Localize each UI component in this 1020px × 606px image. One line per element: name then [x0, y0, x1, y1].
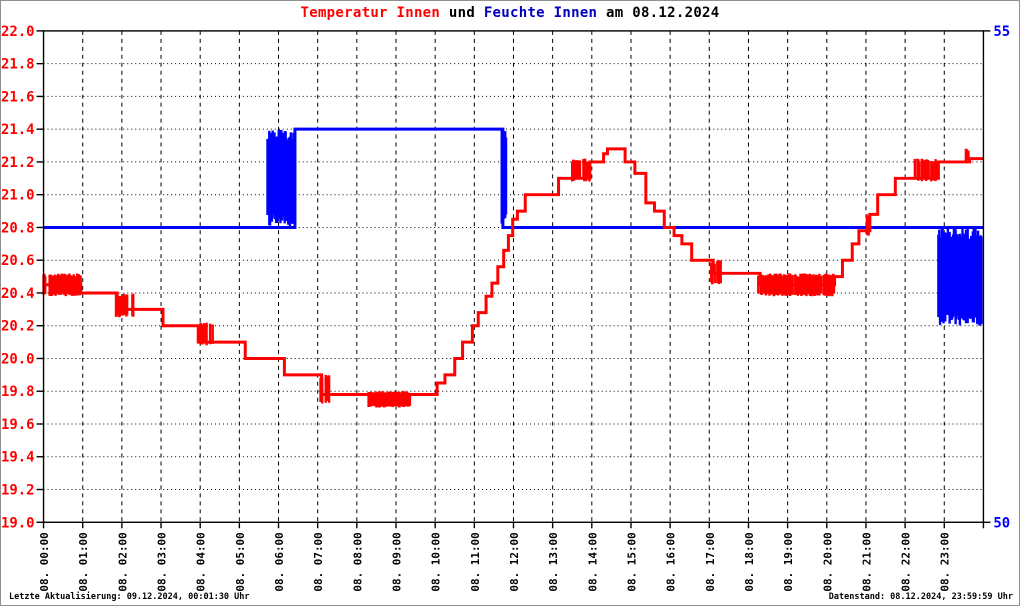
temperature-oscillation-band	[199, 322, 214, 346]
x-tick-label: 08. 11:00	[469, 532, 482, 591]
x-tick-label: 08. 09:00	[390, 532, 403, 591]
title-humidity-label: Feuchte Innen	[483, 5, 598, 21]
y-left-tick-label: 19.0	[1, 515, 35, 531]
title-date-label: am 08.12.2024	[597, 5, 720, 21]
y-left-tick-label: 21.4	[1, 122, 35, 138]
x-tick-label: 08. 06:00	[273, 532, 286, 591]
x-tick-label: 08. 16:00	[665, 532, 678, 591]
temperature-oscillation-band	[964, 148, 970, 162]
x-tick-label: 08. 02:00	[116, 532, 129, 591]
humidity-oscillation-band	[500, 130, 508, 224]
temperature-oscillation-band	[367, 391, 412, 408]
x-tick-label: 08. 22:00	[900, 532, 913, 591]
chart-title: Temperatur Innen und Feuchte Innen am 08…	[1, 5, 1019, 21]
x-tick-label: 08. 15:00	[625, 532, 638, 591]
x-tick-label: 08. 21:00	[860, 532, 873, 591]
humidity-oscillation-band	[266, 129, 296, 228]
x-tick-label: 08. 01:00	[77, 532, 90, 591]
x-tick-label: 08. 19:00	[782, 532, 795, 591]
temperature-oscillation-band	[757, 273, 836, 297]
y-left-tick-label: 20.6	[1, 253, 35, 269]
x-tick-label: 08. 05:00	[234, 532, 247, 591]
x-tick-label: 08. 14:00	[586, 532, 599, 591]
y-left-tick-label: 21.8	[1, 57, 35, 73]
x-tick-label: 08. 10:00	[430, 532, 443, 591]
y-left-tick-label: 19.8	[1, 384, 35, 400]
temperature-oscillation-band	[913, 158, 940, 182]
y-left-tick-label: 20.8	[1, 220, 35, 236]
title-temperature-label: Temperatur Innen	[300, 5, 441, 21]
humidity-oscillation-band	[937, 227, 983, 326]
y-left-tick-label: 19.4	[1, 450, 35, 466]
temperature-oscillation-band	[42, 273, 82, 297]
temperature-oscillation-band	[570, 158, 591, 182]
x-tick-label: 08. 08:00	[351, 532, 364, 591]
temperature-oscillation-band	[710, 260, 722, 285]
y-left-tick-label: 19.6	[1, 417, 35, 433]
y-left-tick-label: 20.2	[1, 319, 35, 335]
x-tick-label: 08. 04:00	[195, 532, 208, 591]
temperature-oscillation-band	[319, 375, 331, 404]
y-left-tick-label: 19.2	[1, 482, 35, 498]
y-left-tick-label: 22.0	[1, 24, 35, 40]
x-tick-label: 08. 17:00	[704, 532, 717, 591]
y-right-tick-label: 55	[993, 24, 1010, 40]
last-update-text: Letzte Aktualisierung: 09.12.2024, 00:01…	[9, 592, 250, 602]
x-tick-label: 08. 18:00	[743, 532, 756, 591]
data-state-text: Datenstand: 08.12.2024, 23:59:59 Uhr	[828, 592, 1013, 602]
x-tick-label: 08. 23:00	[939, 532, 952, 591]
x-tick-label: 08. 07:00	[312, 532, 325, 591]
x-tick-label: 08. 00:00	[38, 532, 51, 591]
y-left-tick-label: 20.0	[1, 351, 35, 367]
temperature-oscillation-band	[865, 214, 870, 236]
x-tick-label: 08. 12:00	[508, 532, 521, 591]
y-left-tick-label: 20.4	[1, 286, 35, 302]
x-tick-label: 08. 03:00	[156, 532, 169, 591]
title-und-label: und	[440, 5, 484, 21]
y-left-tick-label: 21.2	[1, 155, 35, 171]
y-left-tick-label: 21.0	[1, 188, 35, 204]
humidity-line	[43, 127, 984, 229]
y-right-tick-label: 50	[993, 515, 1010, 531]
y-left-tick-label: 21.6	[1, 89, 35, 105]
x-tick-label: 08. 20:00	[821, 532, 834, 591]
temperature-oscillation-band	[114, 293, 135, 318]
x-tick-label: 08. 13:00	[547, 532, 560, 591]
